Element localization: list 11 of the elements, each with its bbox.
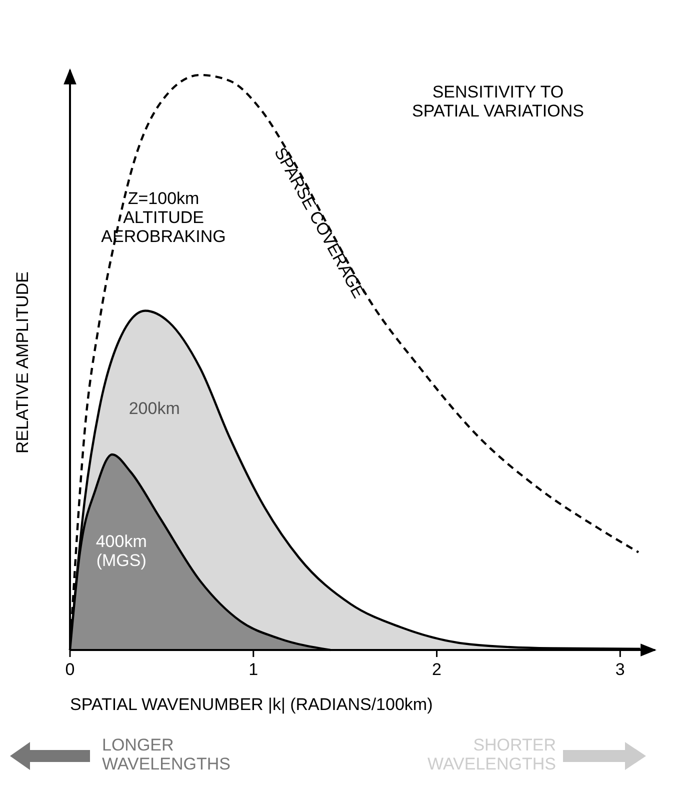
x-tick-label: 1 [248, 660, 258, 679]
series-label: 200km [128, 399, 180, 418]
x-tick-label: 3 [615, 660, 625, 679]
x-axis-title: SPATIAL WAVENUMBER |k| (RADIANS/100km) [70, 695, 433, 714]
y-axis-title: RELATIVE AMPLITUDE [13, 271, 32, 454]
text: LONGER WAVELENGTHS [102, 736, 230, 774]
x-tick-label: 0 [65, 660, 75, 679]
series-label: 400km (MGS) [96, 532, 147, 570]
series-label: Z=100km ALTITUDE AEROBRAKING [101, 189, 226, 246]
text: SENSITIVITY TO SPATIAL VARIATIONS [412, 82, 584, 121]
x-tick-label: 2 [432, 660, 442, 679]
